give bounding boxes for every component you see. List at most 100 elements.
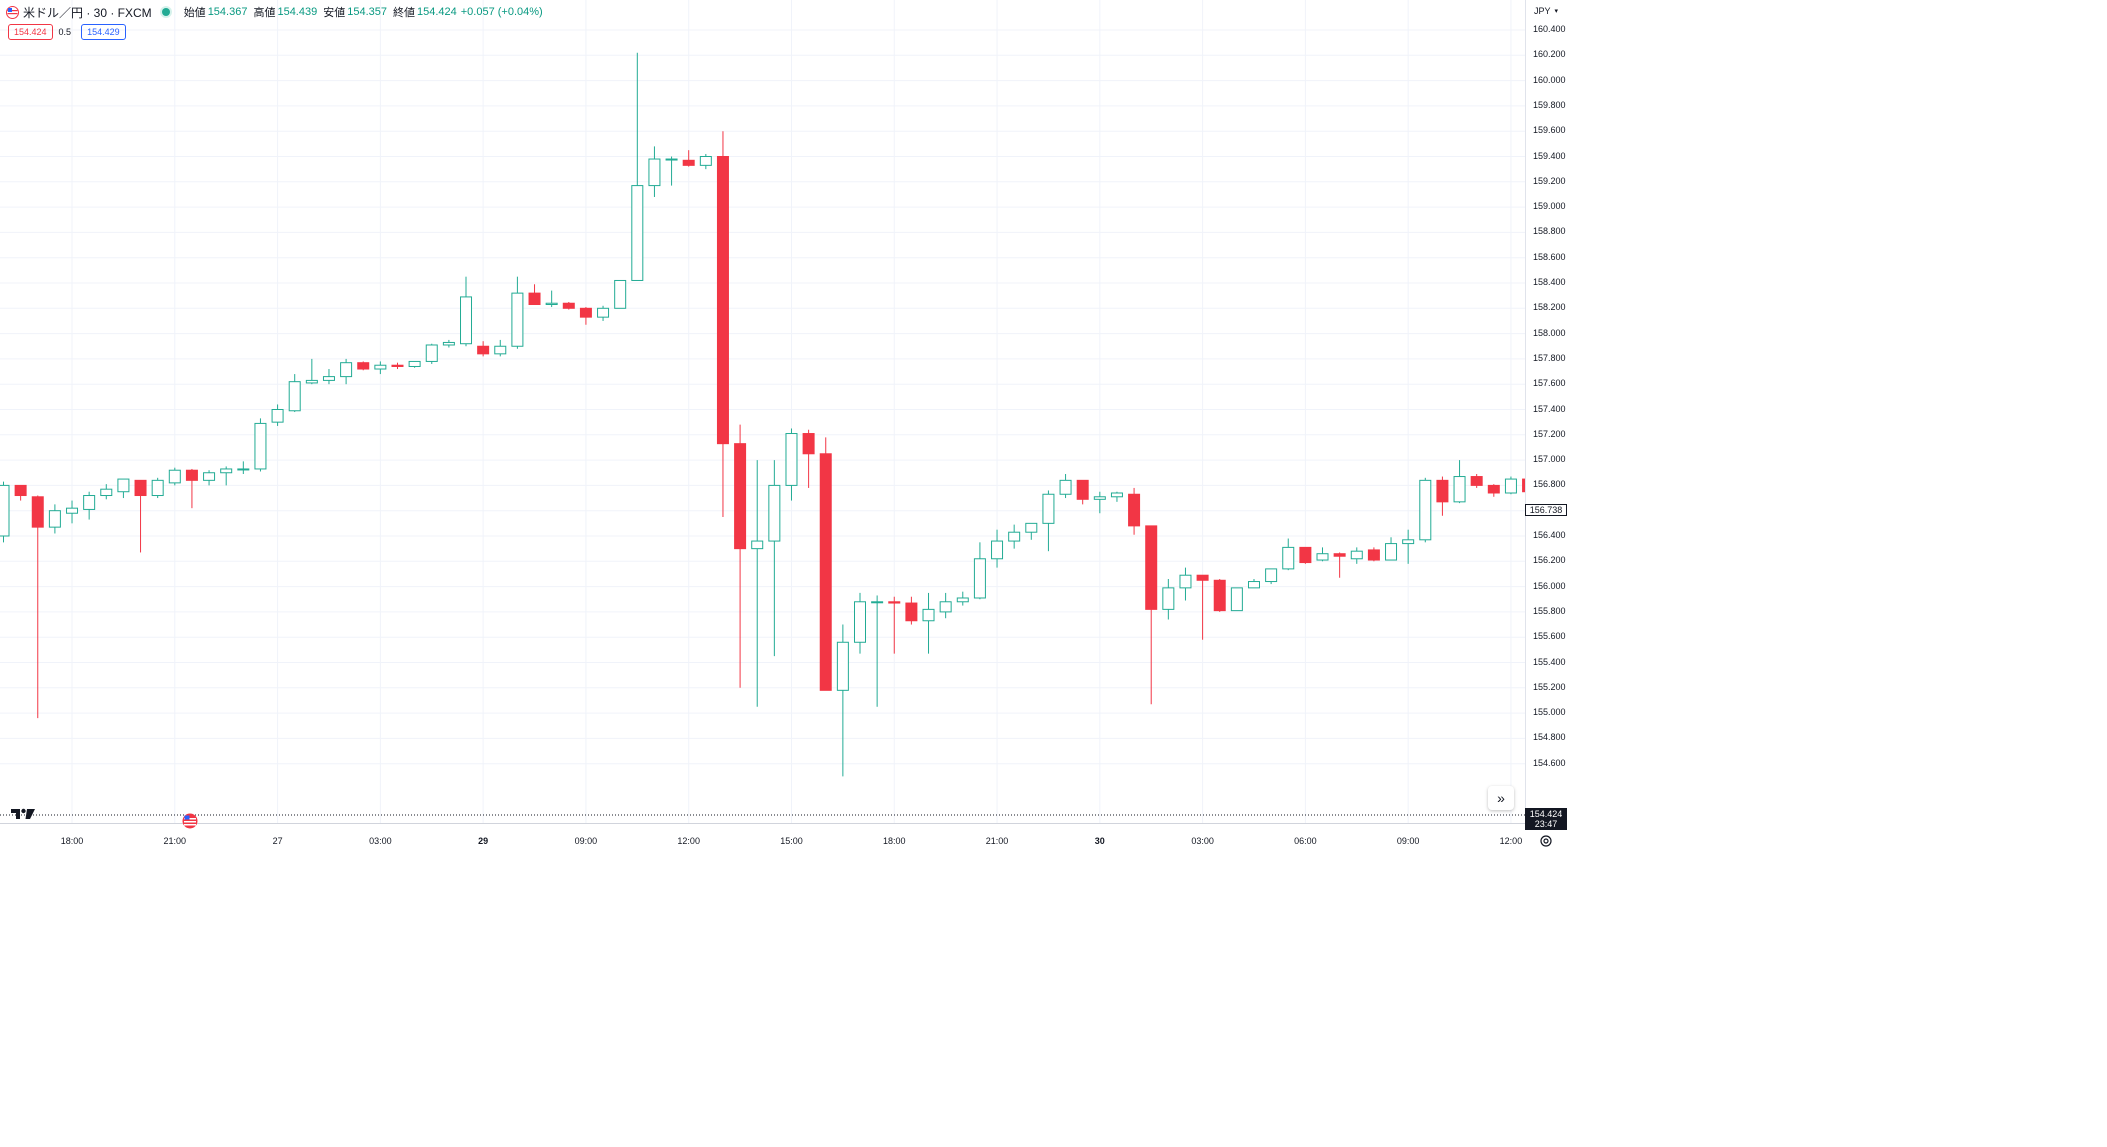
candle-body bbox=[1110, 492, 1123, 498]
candle-body bbox=[1008, 531, 1021, 542]
price-tick-label: 159.400 bbox=[1533, 150, 1566, 161]
us-economic-event-icon[interactable] bbox=[182, 813, 198, 829]
candle-body bbox=[151, 479, 164, 497]
crosshair-price-label: 156.738 bbox=[1525, 504, 1567, 516]
candle-down bbox=[579, 307, 592, 325]
candle-body bbox=[1247, 581, 1260, 589]
candle-up bbox=[48, 504, 61, 534]
candle-down bbox=[819, 437, 832, 691]
candle-body bbox=[1179, 574, 1192, 589]
candle-body bbox=[220, 468, 233, 474]
change-value: +0.057 (+0.04%) bbox=[460, 6, 543, 18]
price-tick-label: 157.800 bbox=[1533, 352, 1566, 363]
price-tick-label: 154.600 bbox=[1533, 757, 1566, 768]
time-axis[interactable] bbox=[0, 823, 1525, 858]
candle-down bbox=[888, 596, 901, 654]
price-tick-label: 159.600 bbox=[1533, 125, 1566, 136]
price-tick-label: 160.400 bbox=[1533, 24, 1566, 34]
candle-down bbox=[1213, 579, 1226, 612]
sell-button[interactable]: 154.424 bbox=[8, 24, 53, 40]
price-axis[interactable] bbox=[1525, 0, 1568, 830]
candle-body bbox=[939, 601, 952, 613]
candle-up bbox=[220, 466, 233, 486]
candle-up bbox=[203, 470, 216, 486]
last-price-value: 154.424 bbox=[1529, 809, 1563, 819]
candle-up bbox=[322, 369, 335, 385]
tradingview-logo-icon[interactable] bbox=[10, 806, 36, 822]
candle-up bbox=[631, 52, 644, 281]
us-jp-flag-icon[interactable] bbox=[6, 5, 19, 19]
candlestick-chart[interactable] bbox=[0, 0, 1535, 823]
candle-down bbox=[14, 484, 27, 501]
candle-body bbox=[562, 302, 575, 309]
candle-body bbox=[716, 156, 729, 445]
buy-button[interactable]: 154.429 bbox=[81, 24, 126, 40]
candle-down bbox=[391, 362, 404, 370]
time-tick-label: 27 bbox=[272, 836, 283, 846]
candle-body bbox=[682, 159, 695, 166]
candle-up bbox=[1419, 477, 1432, 543]
candle-body bbox=[1128, 493, 1141, 527]
candle-body bbox=[1265, 568, 1278, 583]
candles bbox=[0, 52, 1535, 777]
candle-up bbox=[151, 477, 164, 499]
currency-label: JPY bbox=[1533, 6, 1551, 16]
candle-body bbox=[322, 376, 335, 381]
symbol-title[interactable]: 米ドル／円 · 30 · FXCM bbox=[23, 5, 152, 20]
candle-up bbox=[1093, 491, 1106, 514]
candle-up bbox=[1059, 474, 1072, 499]
candle-up bbox=[1162, 579, 1175, 620]
candle-body bbox=[1213, 579, 1226, 612]
price-tick-label: 157.200 bbox=[1533, 428, 1566, 439]
candle-up bbox=[973, 542, 986, 600]
candle-body bbox=[1076, 479, 1089, 500]
candle-body bbox=[477, 345, 490, 355]
candle-down bbox=[357, 361, 370, 371]
candle-up bbox=[254, 418, 267, 472]
axis-settings-icon[interactable] bbox=[1539, 834, 1553, 848]
time-tick-label: 09:00 bbox=[574, 836, 598, 846]
candle-body bbox=[597, 307, 610, 318]
candle-down bbox=[1145, 525, 1158, 705]
candle-up bbox=[545, 290, 558, 308]
time-tick-label: 03:00 bbox=[369, 836, 392, 846]
trade-panel: 154.424 0.5 154.429 bbox=[8, 24, 126, 40]
candle-up bbox=[460, 276, 473, 347]
candle-body bbox=[1333, 553, 1346, 557]
price-tick-label: 156.200 bbox=[1533, 555, 1566, 566]
candle-up bbox=[1008, 524, 1021, 549]
candle-up bbox=[117, 478, 130, 499]
candle-body bbox=[442, 341, 455, 346]
candle-up bbox=[1402, 529, 1415, 564]
candle-down bbox=[682, 150, 695, 167]
candle-body bbox=[699, 156, 712, 166]
candle-down bbox=[562, 301, 575, 310]
chart-plot-area[interactable] bbox=[0, 0, 1535, 823]
candle-down bbox=[1487, 484, 1500, 497]
candle-body bbox=[374, 364, 387, 370]
candle-down bbox=[1333, 552, 1346, 578]
candle-down bbox=[1436, 476, 1449, 516]
candle-up bbox=[408, 360, 421, 368]
candle-up bbox=[785, 428, 798, 501]
bar-countdown: 23:47 bbox=[1534, 819, 1558, 829]
candle-up bbox=[699, 153, 712, 170]
time-tick-label: 21:00 bbox=[985, 836, 1009, 846]
candle-body bbox=[1436, 479, 1449, 503]
price-tick-label: 159.200 bbox=[1533, 175, 1566, 186]
candle-body bbox=[1282, 546, 1295, 570]
currency-selector[interactable]: JPY ▾ bbox=[1525, 2, 1567, 20]
price-tick-label: 158.400 bbox=[1533, 277, 1566, 287]
scroll-to-realtime-button[interactable]: » bbox=[1488, 786, 1514, 810]
time-tick-label: 12:00 bbox=[677, 836, 700, 846]
price-tick-label: 157.600 bbox=[1533, 378, 1566, 389]
time-tick-label: 29 bbox=[478, 836, 489, 846]
candle-body bbox=[340, 362, 353, 378]
high-value: 154.439 bbox=[277, 6, 318, 18]
candle-up bbox=[1265, 568, 1278, 585]
spread-value: 0.5 bbox=[58, 27, 72, 37]
candle-body bbox=[1453, 476, 1466, 503]
candle-body bbox=[1385, 543, 1398, 561]
candle-up bbox=[1230, 587, 1243, 612]
time-tick-label: 03:00 bbox=[1191, 836, 1214, 846]
